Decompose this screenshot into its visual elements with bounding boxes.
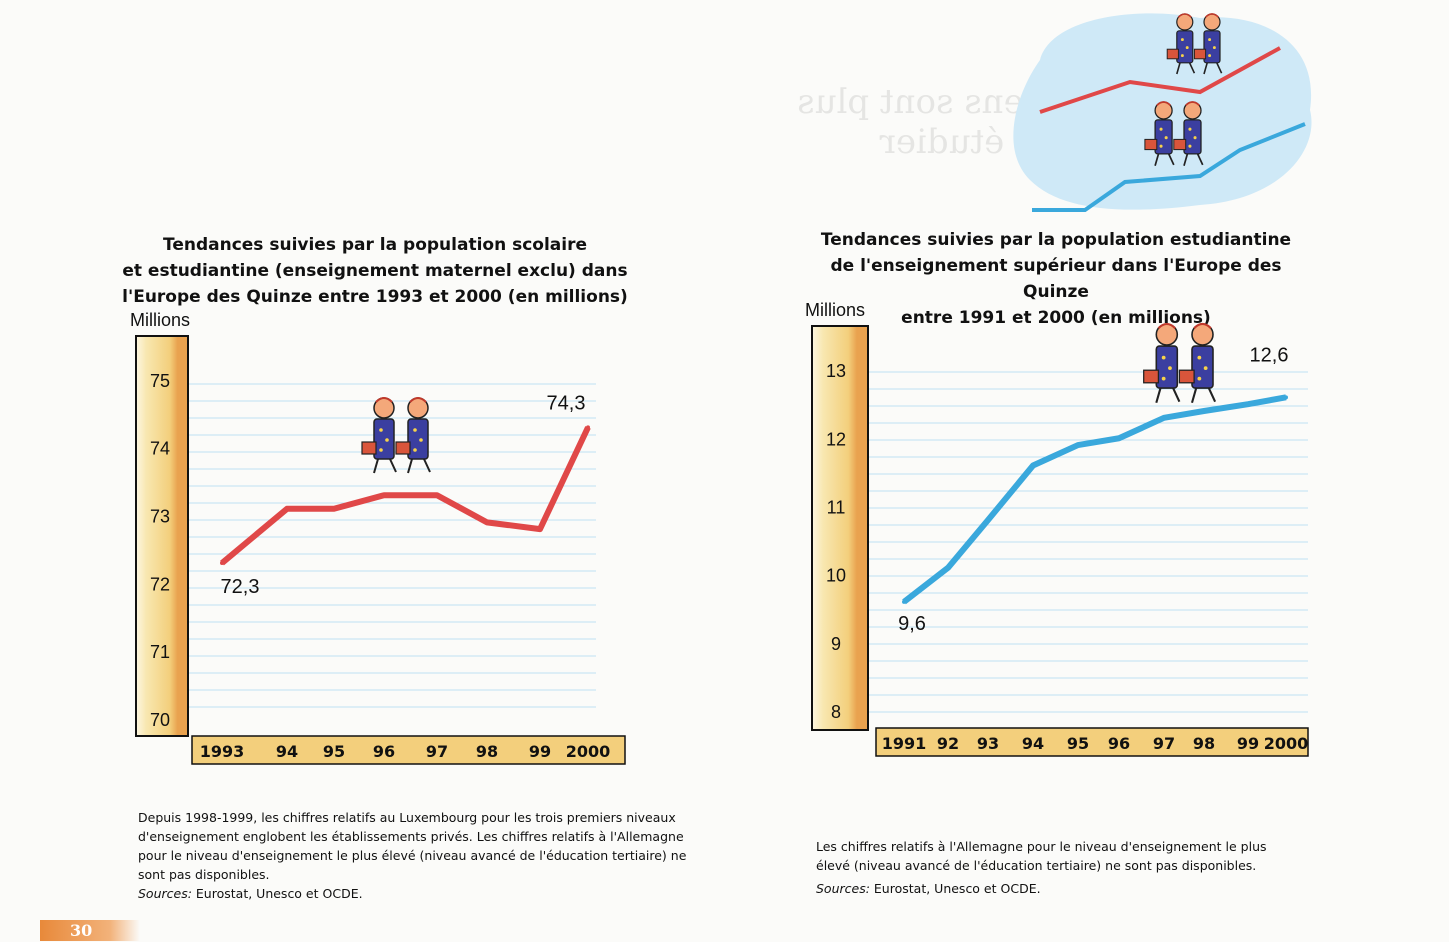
- x-tick-label: 96: [1108, 734, 1130, 753]
- children-walking-icon: [1144, 101, 1204, 166]
- data-point: [986, 518, 990, 523]
- x-tick-label: 92: [937, 734, 959, 753]
- data-point: [1076, 443, 1080, 448]
- chart1-sources-text: Eurostat, Unesco et OCDE.: [191, 886, 363, 901]
- children-walking-icon: [361, 397, 431, 474]
- x-tick-label: 95: [323, 742, 345, 761]
- chart2-sources: Sources: Eurostat, Unesco et OCDE.: [816, 879, 1316, 898]
- data-point: [1284, 395, 1288, 400]
- y-axis-bar: [135, 335, 189, 737]
- y-tick-label: 9: [831, 634, 841, 654]
- chart2-note-line-1: Les chiffres relatifs à l'Allemagne pour…: [816, 839, 1267, 854]
- x-tick-label: 94: [1022, 734, 1044, 753]
- data-point: [332, 506, 336, 511]
- chart2-note: Les chiffres relatifs à l'Allemagne pour…: [816, 837, 1316, 898]
- y-tick-label: 11: [827, 497, 846, 517]
- x-axis-bar: [191, 735, 626, 765]
- data-point: [1117, 436, 1121, 441]
- chart2-sources-text: Eurostat, Unesco et OCDE.: [869, 881, 1041, 896]
- y-tick-label: 72: [150, 574, 170, 594]
- y-tick-label: 10: [826, 566, 846, 586]
- chart1-y-unit-label: Millions: [130, 310, 191, 330]
- x-tick-label: 2000: [566, 742, 611, 761]
- chart2-sources-label: Sources:: [816, 881, 870, 896]
- data-label: 12,6: [1250, 344, 1289, 366]
- children-walking-icon: [1143, 322, 1217, 404]
- data-label: 74,3: [547, 392, 586, 414]
- chart2-y-unit-label: Millions: [805, 300, 866, 320]
- x-tick-label: 99: [529, 742, 551, 761]
- data-point: [902, 599, 906, 604]
- x-tick-label: 99: [1237, 734, 1259, 753]
- y-tick-label: 71: [150, 642, 170, 662]
- page-number: 30: [40, 920, 140, 941]
- y-axis-bar: [811, 325, 869, 731]
- data-point: [382, 493, 386, 498]
- chart1-note-line-4: sont pas disponibles.: [138, 867, 270, 882]
- chart1-note-line-3: pour le niveau d'enseignement le plus él…: [138, 848, 687, 863]
- chart1-title-line-2: et estudiantine (enseignement maternel e…: [122, 261, 628, 281]
- x-tick-label: 97: [1153, 734, 1175, 753]
- x-tick-label: 97: [426, 742, 448, 761]
- data-point: [1031, 463, 1035, 468]
- chart2-title: Tendances suivies par la population estu…: [800, 227, 1312, 331]
- x-tick-label: 2000: [1264, 734, 1309, 753]
- chart1-title-line-3: l'Europe des Quinze entre 1993 et 2000 (…: [122, 287, 628, 307]
- data-point: [485, 520, 489, 525]
- chart2-title-line-1: Tendances suivies par la population estu…: [820, 230, 1292, 250]
- data-label: 9,6: [898, 613, 926, 635]
- series-line: [902, 394, 1287, 605]
- children-walking-icon: [1166, 13, 1223, 75]
- x-tick-label: 96: [373, 742, 395, 761]
- y-tick-label: 75: [150, 371, 170, 391]
- data-label: 72,3: [221, 576, 260, 598]
- x-tick-label: 94: [276, 742, 298, 761]
- data-point: [435, 493, 439, 498]
- chart1-note-line-1: Depuis 1998-1999, les chiffres relatifs …: [138, 810, 676, 825]
- chart1-note: Depuis 1998-1999, les chiffres relatifs …: [138, 808, 738, 903]
- x-tick-label: 1993: [200, 742, 245, 761]
- x-tick-label: 93: [977, 734, 999, 753]
- chart2-note-line-2: élevé (niveau avancé de l'éducation tert…: [816, 858, 1257, 873]
- chart1-title-line-1: Tendances suivies par la population scol…: [162, 235, 588, 255]
- data-point: [586, 425, 590, 430]
- x-tick-label: 1991: [882, 734, 927, 753]
- x-tick-label: 95: [1067, 734, 1089, 753]
- x-axis-bar: [875, 727, 1309, 757]
- y-tick-label: 8: [831, 702, 841, 722]
- data-point: [220, 561, 224, 566]
- data-point: [1202, 408, 1206, 413]
- series-line: [220, 426, 591, 566]
- chart2-title-line-2: de l'enseignement supérieur dans l'Europ…: [830, 256, 1282, 302]
- data-point: [946, 565, 950, 570]
- x-tick-label: 98: [1193, 734, 1215, 753]
- x-tick-label: 98: [476, 742, 498, 761]
- y-tick-label: 13: [826, 361, 846, 381]
- y-tick-label: 73: [150, 507, 170, 527]
- data-point: [538, 527, 542, 532]
- data-point: [1162, 415, 1166, 420]
- chart2-title-line-3: entre 1991 et 2000 (en millions): [901, 308, 1211, 328]
- chart1-title: Tendances suivies par la population scol…: [120, 232, 630, 310]
- y-tick-label: 12: [826, 429, 846, 449]
- y-tick-label: 70: [150, 710, 170, 730]
- chart1-sources: Sources: Eurostat, Unesco et OCDE.: [138, 884, 738, 903]
- y-tick-label: 74: [150, 439, 170, 459]
- data-point: [285, 506, 289, 511]
- chart1-note-line-2: d'enseignement englobent les établisseme…: [138, 829, 684, 844]
- data-point: [1246, 402, 1250, 407]
- chart1-sources-label: Sources:: [138, 886, 192, 901]
